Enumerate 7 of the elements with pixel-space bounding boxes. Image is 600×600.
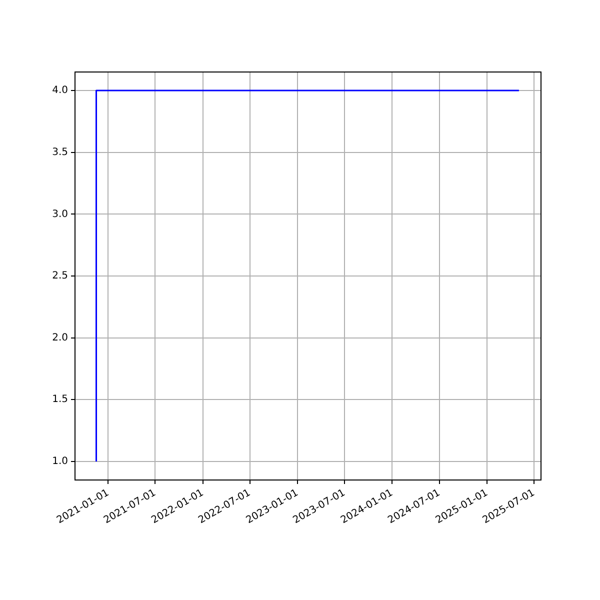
y-tick-label: 3.5 (52, 146, 68, 158)
y-tick-label: 2.5 (52, 270, 68, 282)
y-tick-label: 4.0 (52, 85, 68, 96)
y-tick-label: 1.5 (52, 394, 68, 406)
y-tick-label: 1.0 (52, 456, 68, 468)
y-tick-label: 2.0 (52, 332, 68, 344)
y-tick-label: 3.0 (52, 208, 68, 220)
